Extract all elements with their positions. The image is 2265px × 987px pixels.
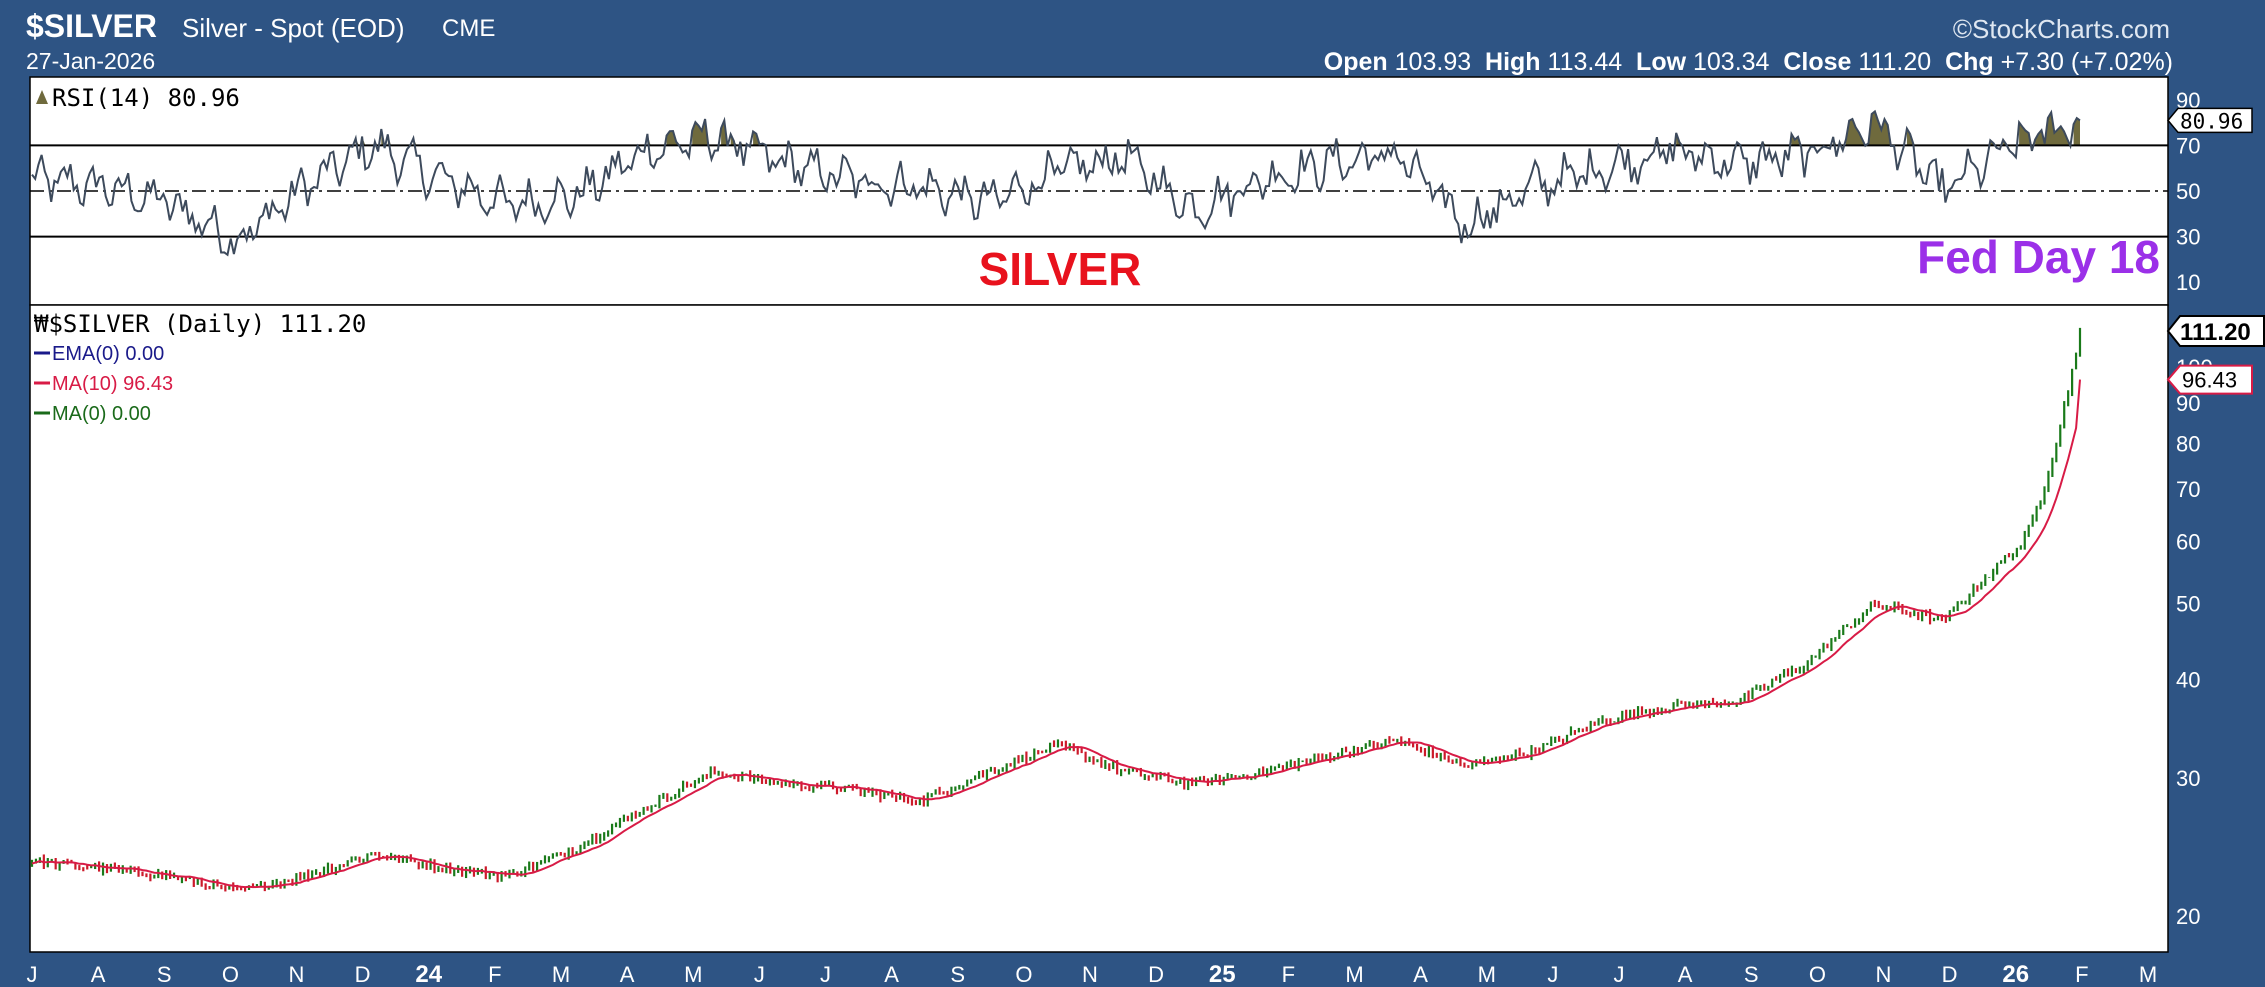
x-tick-label: M [1478, 962, 1496, 987]
chg-label: Chg [1945, 48, 1994, 76]
close-value-flag: 111.20 [2166, 314, 2265, 347]
rsi-tick-label: 70 [2176, 133, 2200, 158]
rsi-tick-label: 50 [2176, 179, 2200, 204]
x-tick-label: D [1942, 962, 1958, 987]
x-tick-label: 26 [2002, 961, 2029, 987]
close-label: Close [1783, 48, 1852, 76]
ohlc-summary: Open 103.93 High 113.44 Low 103.34 Close… [1324, 48, 2173, 77]
x-tick-label: N [289, 962, 305, 987]
rsi-tick-label: 30 [2176, 225, 2200, 250]
price-tick-label: 70 [2176, 477, 2200, 502]
x-tick-label: N [1876, 962, 1892, 987]
rsi-overbought-fill [2073, 118, 2080, 146]
close-value: 111.20 [1858, 48, 1932, 76]
rsi-overbought-fill [1846, 119, 1866, 146]
x-tick-label: O [222, 962, 239, 987]
high-value: 113.44 [1547, 48, 1623, 76]
open-label: Open [1323, 48, 1388, 76]
quote-date: 27-Jan-2026 [26, 48, 156, 74]
fed-day-annotation: Fed Day 18 [1917, 231, 2160, 283]
x-tick-label: 25 [1209, 961, 1236, 987]
symbol-description: Silver - Spot (EOD) [182, 13, 405, 43]
x-tick-label: A [1678, 962, 1693, 987]
price-tick-label: 60 [2176, 529, 2200, 554]
ma0-legend: MA(0) 0.00 [52, 403, 151, 425]
price-legend-label: $SILVER (Daily) 111.20 [48, 310, 366, 338]
rsi-overbought-fill [1676, 132, 1683, 146]
x-tick-label: 24 [415, 961, 442, 987]
x-tick-label: S [950, 962, 965, 987]
x-tick-label: A [884, 962, 899, 987]
close-last-value: 111.20 [2180, 319, 2251, 346]
rsi-last-value: 80.96 [2180, 109, 2243, 133]
brand-watermark: ©StockCharts.com [1952, 14, 2170, 44]
x-tick-label: M [2139, 962, 2157, 987]
x-tick-label: S [1744, 962, 1759, 987]
x-tick-label: J [820, 962, 831, 987]
silver-annotation: SILVER [979, 243, 1142, 295]
exchange-label: CME [442, 15, 496, 42]
price-tick-label: 40 [2176, 668, 2200, 693]
price-panel: 2030405060708090100 JASOND24FMAMJJASOND2… [27, 304, 2265, 987]
x-tick-label: A [620, 962, 635, 987]
x-tick-label: M [552, 962, 570, 987]
rsi-overbought-fill [753, 131, 770, 146]
x-tick-label: F [2075, 962, 2088, 987]
x-tick-label: F [1282, 962, 1295, 987]
x-tick-label: O [1015, 962, 1032, 987]
x-tick-label: S [157, 962, 172, 987]
price-tick-label: 80 [2176, 431, 2200, 456]
ma10-value-flag: 96.43 [2166, 364, 2253, 395]
x-tick-label: J [754, 962, 765, 987]
x-tick-label: O [1809, 962, 1826, 987]
rsi-overbought-fill [1990, 140, 1997, 146]
x-tick-label: M [1345, 962, 1363, 987]
price-tick-label: 50 [2176, 592, 2200, 617]
rsi-value-flag: 80.96 [2167, 107, 2253, 133]
x-tick-label: A [91, 962, 106, 987]
x-tick-label: D [1148, 962, 1164, 987]
ma10-legend: MA(10) 96.43 [52, 373, 173, 395]
x-tick-label: J [27, 962, 38, 987]
rsi-overbought-fill [2003, 139, 2010, 146]
x-tick-label: J [1547, 962, 1558, 987]
low-label: Low [1636, 48, 1687, 76]
rsi-legend-icon [36, 90, 48, 104]
price-tick-label: 90 [2176, 391, 2200, 416]
rsi-overbought-fill [1868, 111, 1891, 146]
x-tick-label: D [355, 962, 371, 987]
ema-legend: EMA(0) 0.00 [52, 343, 164, 365]
price-panel-bg [29, 304, 2169, 953]
x-tick-label: A [1413, 962, 1428, 987]
rsi-legend-label: RSI(14) 80.96 [52, 84, 240, 112]
rsi-overbought-fill [2035, 112, 2071, 146]
x-tick-label: J [1614, 962, 1625, 987]
symbol-title: $SILVER [26, 8, 157, 44]
x-tick-label: N [1082, 962, 1098, 987]
price-tick-label: 20 [2176, 904, 2200, 929]
ohlc-icon: ₩ [34, 310, 49, 338]
price-legend-main: ₩$SILVER (Daily) 111.20 [34, 310, 366, 338]
high-label: High [1485, 48, 1541, 76]
price-tick-label: 30 [2176, 766, 2200, 791]
chg-value: +7.30 (+7.02%) [2000, 48, 2173, 76]
rsi-legend: RSI(14) 80.96 [36, 84, 240, 112]
x-tick-label: F [488, 962, 501, 987]
open-value: 103.93 [1394, 48, 1472, 76]
ma10-last-value: 96.43 [2182, 368, 2237, 393]
low-value: 103.34 [1693, 48, 1770, 76]
x-tick-label: M [684, 962, 702, 987]
rsi-overbought-fill [730, 134, 738, 146]
price-legend: ₩$SILVER (Daily) 111.20 EMA(0) 0.00 MA(1… [34, 310, 366, 425]
rsi-overbought-fill [666, 131, 680, 146]
rsi-line [31, 109, 2081, 257]
ma10-line [31, 379, 2081, 889]
rsi-tick-label: 10 [2176, 270, 2200, 295]
